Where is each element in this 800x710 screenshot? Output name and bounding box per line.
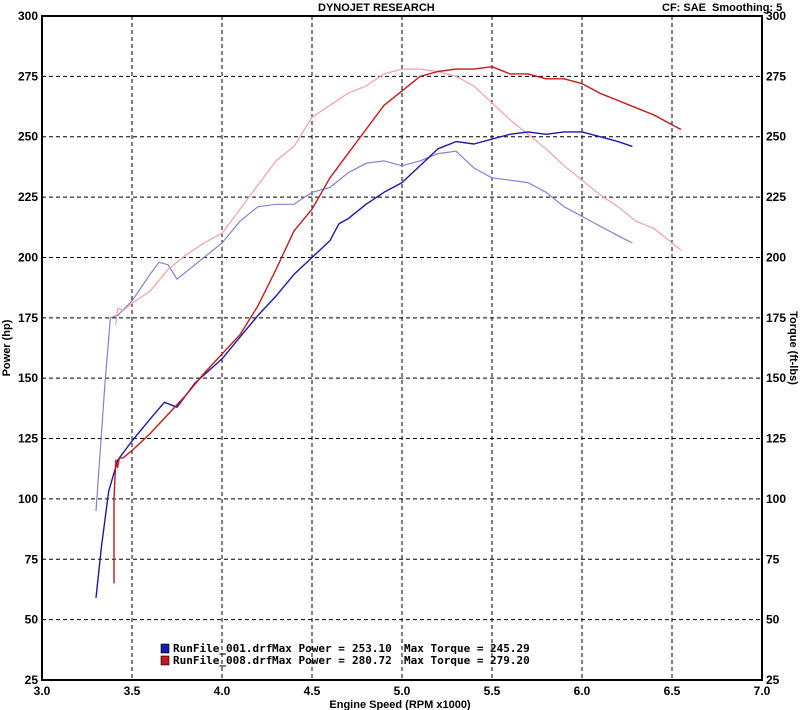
y-right-tick-label: 100 <box>766 492 786 506</box>
correction-factor-label: CF: SAE <box>662 2 706 14</box>
y-left-tick-labels: 25 50 75 100 125 150 175 200 225 250 275 300 <box>18 9 38 687</box>
y-right-tick-label: 275 <box>766 69 786 83</box>
legend-file-run-001: RunFile_001.drf <box>173 642 272 655</box>
legend-max-power-label-run-008: Max Power = <box>272 654 345 667</box>
legend-file-run-008: RunFile_008.drf <box>173 654 272 667</box>
y-right-tick-label: 125 <box>766 432 786 446</box>
x-tick-label: 6.0 <box>574 684 591 698</box>
legend-max-power-label-run-001: Max Power = <box>272 642 345 655</box>
x-tick-label: 6.5 <box>664 684 681 698</box>
y-left-tick-label: 100 <box>18 492 38 506</box>
y-right-tick-label: 250 <box>766 130 786 144</box>
y-left-tick-label: 300 <box>18 9 38 23</box>
y-right-tick-labels: 25 50 75 100 125 150 175 200 225 250 275 300 <box>766 9 786 687</box>
x-tick-label: 7.0 <box>754 684 771 698</box>
chart-title: DYNOJET RESEARCH <box>318 2 435 14</box>
series-lines <box>95 65 682 598</box>
legend-max-torque-run-001: 245.29 <box>490 642 530 655</box>
y-left-tick-label: 175 <box>18 311 38 325</box>
y-right-tick-label: 200 <box>766 250 786 264</box>
y-right-tick-label: 225 <box>766 190 786 204</box>
y-right-tick-label: 25 <box>766 673 780 687</box>
x-tick-label: 3.0 <box>34 684 51 698</box>
x-tick-label: 5.5 <box>484 684 501 698</box>
y-left-tick-label: 200 <box>18 250 38 264</box>
y-left-tick-label: 25 <box>25 673 39 687</box>
y-left-tick-label: 125 <box>18 432 38 446</box>
y-left-tick-label: 50 <box>25 613 39 627</box>
series-line-runfile-008-drf-torque <box>115 68 682 326</box>
legend-swatch-run-008 <box>160 655 170 666</box>
y-right-tick-label: 175 <box>766 311 786 325</box>
x-tick-label: 4.5 <box>304 684 321 698</box>
y-right-tick-label: 300 <box>766 9 786 23</box>
legend-max-torque-run-008: 279.20 <box>490 654 530 667</box>
legend-max-torque-label-run-001: Max Torque = <box>404 642 484 655</box>
y-right-tick-label: 75 <box>766 552 780 566</box>
y-left-tick-label: 225 <box>18 190 38 204</box>
x-axis-label: Engine Speed (RPM x1000) <box>329 699 471 710</box>
x-tick-label: 5.0 <box>394 684 411 698</box>
legend-swatch-run-001 <box>160 643 170 654</box>
x-tick-label: 3.5 <box>124 684 141 698</box>
grid-lines <box>42 16 762 680</box>
y-right-axis-label: Torque (ft-lbs) <box>787 311 799 385</box>
series-line-runfile-008-drf-power <box>113 65 682 584</box>
y-left-tick-label: 275 <box>18 69 38 83</box>
y-left-tick-label: 250 <box>18 130 38 144</box>
series-line-runfile-001-drf-power <box>95 131 633 598</box>
y-right-tick-label: 50 <box>766 613 780 627</box>
series-line-runfile-001-drf-torque <box>95 150 633 512</box>
legend-max-torque-label-run-008: Max Torque = <box>404 654 484 667</box>
smoothing-label: Smoothing: 5 <box>712 2 783 14</box>
x-tick-label: 4.0 <box>214 684 231 698</box>
y-right-tick-label: 150 <box>766 371 786 385</box>
y-left-tick-label: 150 <box>18 371 38 385</box>
y-left-tick-label: 75 <box>25 552 39 566</box>
legend-max-power-run-001: 253.10 <box>352 642 392 655</box>
legend-max-power-run-008: 280.72 <box>352 654 392 667</box>
y-left-axis-label: Power (hp) <box>1 319 13 376</box>
legend: RunFile_001.drf Max Power = 253.10 Max T… <box>160 642 530 667</box>
x-tick-labels: 3.0 3.5 4.0 4.5 5.0 5.5 6.0 6.5 7.0 <box>34 684 771 698</box>
